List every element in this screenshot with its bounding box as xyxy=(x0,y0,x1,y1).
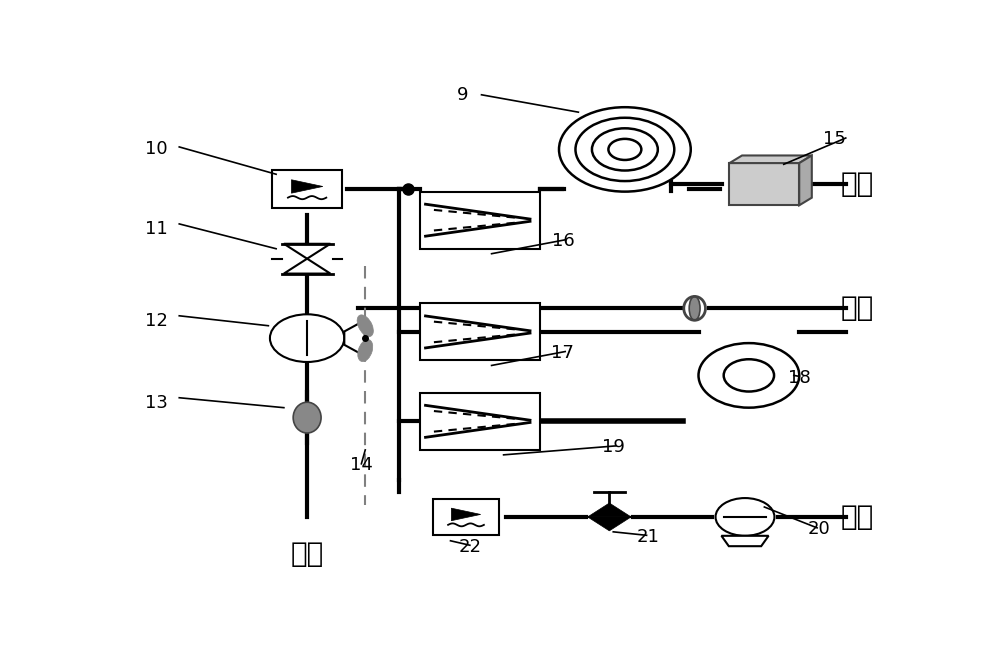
Text: 18: 18 xyxy=(788,369,811,387)
Bar xyxy=(420,303,540,361)
Bar xyxy=(272,170,342,208)
Polygon shape xyxy=(799,155,812,205)
Text: 22: 22 xyxy=(458,538,481,556)
Polygon shape xyxy=(451,508,481,521)
Text: 样本: 样本 xyxy=(841,294,874,322)
Text: 14: 14 xyxy=(350,456,373,474)
Text: 载气: 载气 xyxy=(290,540,324,568)
Polygon shape xyxy=(284,259,330,273)
Polygon shape xyxy=(291,180,323,193)
Text: 排气: 排气 xyxy=(841,503,874,531)
Ellipse shape xyxy=(293,402,321,433)
Bar xyxy=(420,192,540,249)
Text: 19: 19 xyxy=(602,439,625,457)
Text: 13: 13 xyxy=(145,393,167,412)
Text: 15: 15 xyxy=(823,130,846,148)
Text: 排气: 排气 xyxy=(841,170,874,198)
Ellipse shape xyxy=(357,315,373,337)
Bar xyxy=(433,499,499,535)
Polygon shape xyxy=(729,155,812,163)
Text: 21: 21 xyxy=(637,528,660,546)
Bar xyxy=(420,393,540,450)
Polygon shape xyxy=(344,321,365,356)
Circle shape xyxy=(716,498,774,536)
Circle shape xyxy=(270,314,344,362)
Polygon shape xyxy=(284,244,330,259)
Polygon shape xyxy=(721,536,769,546)
Text: 17: 17 xyxy=(551,344,574,362)
Text: 20: 20 xyxy=(807,521,830,539)
Bar xyxy=(729,163,799,205)
Text: 16: 16 xyxy=(552,232,574,250)
Polygon shape xyxy=(588,503,631,517)
Text: 12: 12 xyxy=(145,312,167,330)
Text: 9: 9 xyxy=(456,86,468,104)
Text: 10: 10 xyxy=(145,141,167,159)
Ellipse shape xyxy=(689,297,700,321)
Ellipse shape xyxy=(358,339,373,362)
Polygon shape xyxy=(588,517,631,531)
Text: 11: 11 xyxy=(145,220,167,238)
